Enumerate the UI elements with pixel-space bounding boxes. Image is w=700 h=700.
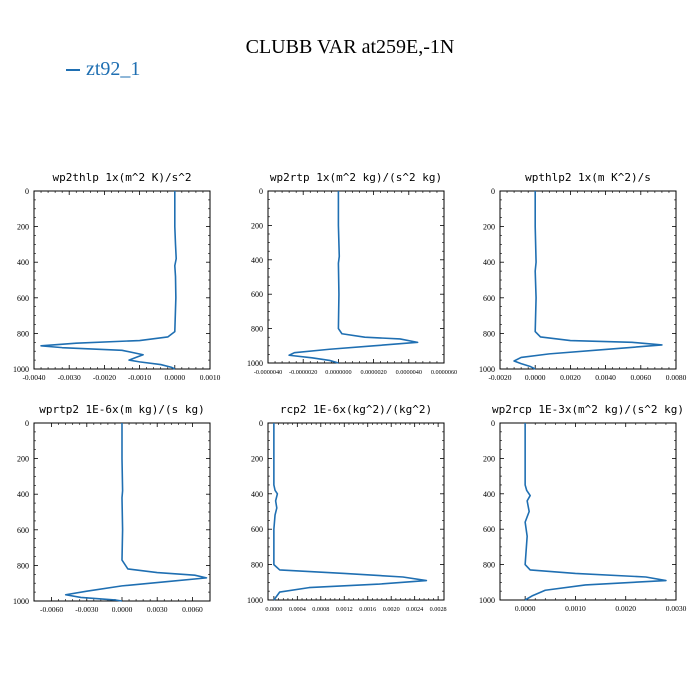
x-tick-label: 0.0000000: [325, 369, 351, 376]
x-tick-label: -0.0000040: [254, 369, 282, 376]
series-line: [274, 423, 427, 600]
x-tick-label: 0.0008: [312, 606, 329, 613]
y-tick-label: 600: [251, 525, 263, 534]
y-tick-label: 200: [251, 221, 263, 230]
chart-panel-3: wpthlp2 1x(m K^2)/s02004006008001000-0.0…: [479, 171, 687, 382]
x-tick-label: -0.0010: [128, 373, 151, 382]
y-tick-label: 200: [17, 223, 29, 232]
plot-frame: [34, 191, 210, 369]
y-tick-label: 800: [17, 329, 29, 338]
y-tick-label: 600: [483, 525, 495, 534]
x-tick-label: 0.0080: [666, 373, 687, 382]
y-tick-label: 400: [251, 490, 263, 499]
x-tick-label: -0.0030: [75, 605, 98, 614]
x-tick-label: 0.0004: [289, 606, 306, 613]
x-tick-label: 0.0016: [359, 606, 376, 613]
y-tick-label: 200: [251, 454, 263, 463]
y-tick-label: 1000: [247, 596, 263, 605]
x-tick-label: -0.0060: [40, 605, 63, 614]
y-tick-label: 1000: [479, 596, 495, 605]
plot-frame: [268, 191, 444, 363]
y-tick-label: 400: [251, 256, 263, 265]
chart-panel-2: wp2rtp 1x(m^2 kg)/(s^2 kg) 0 200 400 600 800 1…: [247, 171, 457, 376]
x-tick-label: 0.0060: [182, 605, 203, 614]
x-tick-label: 0.0024: [406, 606, 423, 613]
y-tick-label: 0: [25, 187, 29, 196]
series-line: [525, 423, 666, 600]
x-tick-label: 0.0010: [200, 373, 221, 382]
y-tick-label: 200: [17, 455, 29, 464]
chart-panel-1: wp2thlp 1x(m^2 K)/s^202004006008001000-0…: [13, 171, 221, 382]
y-tick-label: 800: [17, 561, 29, 570]
y-tick-label: 0: [491, 419, 495, 428]
chart-title: wp2thlp 1x(m^2 K)/s^2: [52, 171, 191, 184]
series-line: [289, 191, 417, 363]
y-tick-label: 400: [483, 258, 495, 267]
y-tick-label: 0: [491, 187, 495, 196]
y-tick-label: 800: [483, 329, 495, 338]
x-tick-label: 0.0020: [383, 606, 400, 613]
x-tick-label: 0.0030: [666, 604, 687, 613]
y-tick-label: 400: [17, 490, 29, 499]
y-tick-label: 600: [483, 294, 495, 303]
y-tick-label: 400: [483, 490, 495, 499]
x-tick-label: 0.0000: [112, 605, 133, 614]
x-tick-label: 0.0030: [147, 605, 168, 614]
x-tick-label: -0.0020: [488, 373, 511, 382]
y-tick-label: 600: [17, 526, 29, 535]
chart-panel-6: wp2rcp 1E-3x(m^2 kg)/(s^2 kg) 0 200 400 600 8…: [479, 403, 687, 613]
x-tick-label: 0.0020: [560, 373, 581, 382]
y-tick-label: 800: [251, 325, 263, 334]
chart-title: wpthlp2 1x(m K^2)/s: [525, 171, 651, 184]
y-tick-label: 1000: [13, 597, 29, 606]
x-tick-label: 0.0000: [164, 373, 185, 382]
y-tick-label: 200: [483, 454, 495, 463]
x-tick-label: -0.0020: [93, 373, 116, 382]
x-tick-label: 0.0000: [265, 606, 282, 613]
chart-title: rcp2 1E-6x(kg^2)/(kg^2): [280, 403, 432, 416]
y-tick-label: 800: [251, 561, 263, 570]
chart-title: wp2rcp 1E-3x(m^2 kg)/(s^2 kg): [492, 403, 684, 416]
y-tick-label: 400: [17, 258, 29, 267]
y-tick-label: 0: [259, 419, 263, 428]
y-tick-label: 600: [251, 290, 263, 299]
x-tick-label: -0.0000020: [289, 369, 317, 376]
series-line: [514, 191, 662, 369]
x-tick-label: 0.0000: [525, 373, 546, 382]
chart-panel-5: rcp2 1E-6x(kg^2)/(kg^2) 0 200 400 600 800 1000…: [247, 403, 447, 613]
plot-frame: [500, 191, 676, 369]
x-tick-label: 0.0028: [430, 606, 447, 613]
y-tick-label: 200: [483, 223, 495, 232]
series-line: [66, 423, 207, 601]
y-tick-label: 600: [17, 294, 29, 303]
x-tick-label: -0.0030: [58, 373, 81, 382]
chart-panel-4: wprtp2 1E-6x(m kg)/(s kg) 0 200 400 600 800 10…: [13, 403, 210, 614]
series-line: [41, 191, 176, 369]
x-tick-label: 0.0000040: [396, 369, 422, 376]
y-tick-label: 1000: [247, 359, 263, 368]
x-tick-label: 0.0060: [630, 373, 651, 382]
y-tick-label: 800: [483, 561, 495, 570]
x-tick-label: 0.0000: [515, 604, 536, 613]
x-tick-label: 0.0012: [336, 606, 353, 613]
chart-title: wp2rtp 1x(m^2 kg)/(s^2 kg): [270, 171, 442, 184]
x-tick-label: 0.0020: [615, 604, 636, 613]
x-tick-label: 0.0000060: [431, 369, 457, 376]
x-tick-label: 0.0000020: [360, 369, 386, 376]
x-tick-label: 0.0040: [595, 373, 616, 382]
x-tick-label: 0.0010: [565, 604, 586, 613]
x-tick-label: -0.0040: [22, 373, 45, 382]
y-tick-label: 0: [25, 419, 29, 428]
y-tick-label: 0: [259, 187, 263, 196]
chart-title: wprtp2 1E-6x(m kg)/(s kg): [39, 403, 205, 416]
